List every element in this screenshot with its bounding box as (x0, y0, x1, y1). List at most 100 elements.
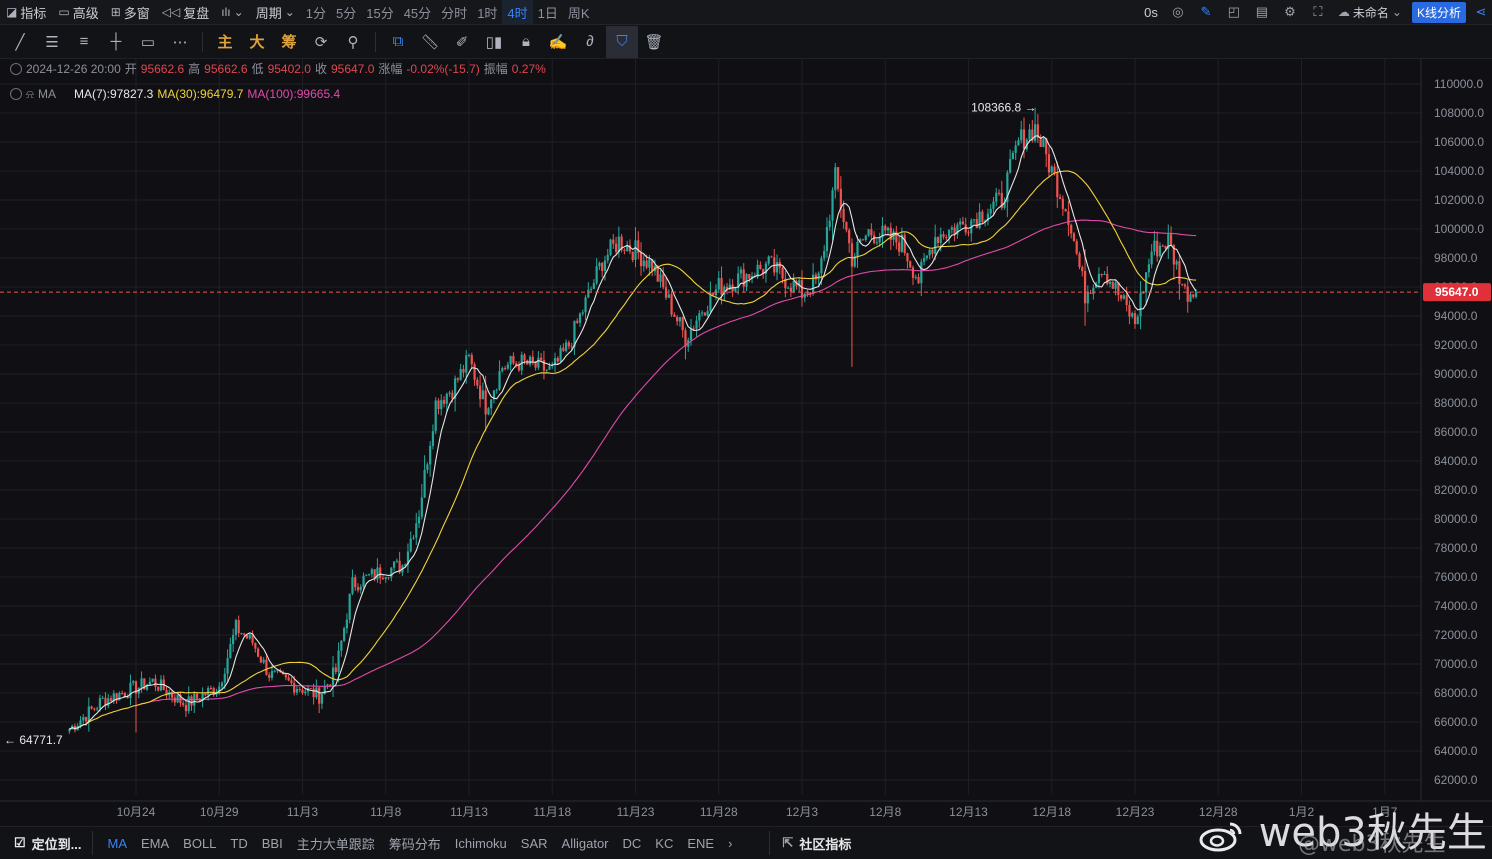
indicator-tab[interactable]: DC (622, 835, 642, 851)
candle-body (1053, 166, 1056, 174)
share-icon[interactable]: ⋖ (1475, 4, 1487, 19)
chip-button[interactable]: 筹 (281, 34, 297, 51)
candle-body (470, 354, 473, 365)
candle-body (392, 561, 396, 568)
more-tools-icon[interactable]: ⋯ (172, 33, 188, 51)
candle-body (107, 698, 110, 706)
indicator-tab[interactable]: ENE (687, 835, 715, 851)
price-tick-label: 84000.0 (1434, 454, 1478, 468)
candle-body (276, 670, 279, 672)
ruler-icon[interactable]: 📏︎ (420, 33, 440, 51)
candle-body (490, 399, 493, 409)
horizontal-line-icon[interactable]: ┼ (110, 33, 122, 50)
indicator-tab[interactable]: SAR (520, 835, 548, 851)
advanced-button[interactable]: ▭ 高级 (58, 5, 99, 21)
candle-body (1167, 234, 1170, 249)
rectangle-icon[interactable]: ▭ (140, 33, 156, 51)
collapse-toggle[interactable] (10, 87, 22, 100)
chart-type-button[interactable]: ılı ⌄ (215, 0, 249, 24)
candle-body (431, 431, 435, 446)
period-tab[interactable]: 1分 (305, 5, 326, 21)
candle-body (1034, 124, 1037, 141)
brush-icon[interactable]: ✐ (455, 33, 469, 51)
trendline-icon[interactable]: ╱ (15, 33, 25, 51)
candle-body (567, 342, 570, 347)
candle-body (859, 239, 862, 242)
fullscreen-icon[interactable]: ⛶ (1313, 4, 1323, 19)
indicator-tab[interactable]: Alligator (561, 835, 609, 851)
filter-icon[interactable]: ⛉ (606, 25, 638, 58)
note-icon[interactable]: ✍ (548, 33, 568, 51)
candle-body (1061, 198, 1064, 209)
pencil-icon[interactable]: ✎ (1200, 4, 1212, 19)
magnet-icon[interactable]: ⚲ (347, 33, 359, 51)
period-list: 1分 5分 15分 45分 分时 1时 4时 1日 周K (301, 0, 595, 24)
camera-icon[interactable]: ◎ (1172, 4, 1184, 19)
period-tab[interactable]: 1时 (477, 5, 498, 21)
magic-icon[interactable]: ∂ (586, 33, 594, 50)
template-icon[interactable]: ▤ (1255, 4, 1269, 19)
period-tab[interactable]: 15分 (366, 5, 394, 21)
period-tab[interactable]: 分时 (441, 5, 468, 21)
community-indicators-button[interactable]: ⇱ 社区指标 (769, 831, 851, 855)
indicator-tab[interactable]: MA (107, 835, 128, 851)
price-chart[interactable]: 62000.0 64000.0 66000.0 68000.0 70000.0 72000… (0, 59, 1492, 826)
indicator-tab[interactable]: 筹码分布 (388, 836, 441, 852)
indicator-tab[interactable]: Ichimoku (454, 835, 507, 851)
indicator-tab[interactable]: EMA (141, 835, 170, 851)
chart-legend: 2024-12-26 20:00 开 95662.6 高 95662.6 低 9540… (10, 62, 546, 100)
candle-body (134, 681, 138, 694)
settings-icon[interactable]: ⚙ (1284, 4, 1296, 19)
replay-button[interactable]: ◁◁ 复盘 (161, 5, 210, 21)
scroll-right-icon[interactable]: › (728, 835, 733, 851)
candle-body (639, 252, 643, 267)
candle-pattern-icon[interactable]: ▯▮ (485, 33, 503, 51)
divider (202, 31, 203, 52)
candle-body (1017, 140, 1020, 146)
big-order-button[interactable]: 大 (249, 34, 265, 51)
candle-body (437, 400, 440, 410)
price-tick-label: 94000.0 (1434, 309, 1478, 323)
kline-analysis-button[interactable]: K线分析 (1411, 1, 1466, 23)
period-tab[interactable]: 45分 (403, 5, 432, 21)
lock-icon[interactable]: 🔒︎ (522, 33, 530, 50)
locate-button[interactable]: ☑ 定位到... (0, 831, 93, 855)
main-force-button[interactable]: 主 (217, 34, 233, 51)
time-tick-label: 11月8 (370, 805, 401, 819)
window-icon[interactable]: ◰ (1227, 4, 1241, 19)
multi-window-button[interactable]: ⊞ 多窗 (110, 5, 150, 21)
indicator-tab[interactable]: BBI (261, 835, 283, 851)
indicator-tab[interactable]: 主力大单跟踪 (296, 836, 375, 852)
indicator-tab[interactable]: KC (655, 835, 674, 851)
period-tab[interactable]: 5分 (336, 5, 357, 21)
indicator-chart-icon: ◪ (6, 5, 18, 19)
collapse-toggle[interactable] (10, 62, 22, 75)
candle-body (118, 693, 121, 701)
cycle-icon[interactable]: ⟳ (314, 33, 328, 51)
period-dropdown[interactable]: 周期 ⌄ (255, 5, 295, 21)
channel-icon[interactable]: ≡ (79, 33, 89, 50)
period-tab[interactable]: 1日 (537, 5, 558, 21)
candle-body (642, 260, 645, 267)
candle-body (187, 696, 190, 712)
indicator-tab[interactable]: TD (230, 835, 248, 851)
candle-body (309, 688, 312, 690)
candle-body (559, 347, 562, 362)
parallel-lines-icon[interactable]: ☰ (45, 33, 59, 51)
candle-body (595, 266, 598, 284)
candle-body (265, 659, 268, 675)
period-tab[interactable]: 周K (567, 5, 590, 21)
bell-icon[interactable]: ⍾ (26, 86, 34, 101)
candle-body (598, 262, 601, 267)
indicator-tab[interactable]: BOLL (183, 835, 217, 851)
candle-body (237, 620, 240, 634)
indicators-button[interactable]: ◪ 指标 (6, 5, 47, 21)
layout-selector[interactable]: ☁ 未命名 ⌄ (1337, 5, 1402, 20)
price-tick-label: 86000.0 (1434, 425, 1478, 439)
time-tick-label: 1月2 (1289, 805, 1315, 819)
copy-icon[interactable]: ⧉ (392, 33, 404, 50)
candle-body (1097, 273, 1101, 283)
trash-icon[interactable]: 🗑︎ (644, 33, 664, 51)
period-tab[interactable]: 4时 (502, 0, 533, 24)
candle-body (501, 368, 504, 372)
